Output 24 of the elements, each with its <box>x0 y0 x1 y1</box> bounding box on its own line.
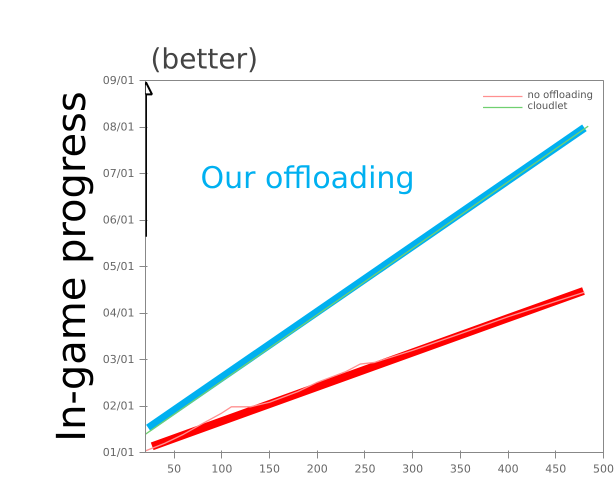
text: (better) <box>150 42 258 76</box>
text: 03/01 <box>102 353 135 366</box>
x-tick-label: 300 <box>402 462 424 476</box>
text: 04/01 <box>102 306 135 320</box>
text: 07/01 <box>102 167 135 180</box>
x-tick-label: 50 <box>167 462 182 476</box>
legend-label: no offloading <box>528 90 593 101</box>
text: 02/01 <box>102 400 135 412</box>
text: 09/01 <box>102 74 135 87</box>
x-tick-label: 150 <box>259 462 280 476</box>
x-tick-label: 450 <box>545 462 566 476</box>
x-tick-label: 250 <box>354 462 376 476</box>
x-tick-label: 200 <box>306 462 328 476</box>
y-axis-title: In-game progress <box>48 91 95 442</box>
x-tick-label: 500 <box>593 462 614 476</box>
x-tick-label: 350 <box>450 462 471 476</box>
text: 08/01 <box>102 120 135 134</box>
text: 06/01 <box>102 214 135 226</box>
legend-label: cloudlet <box>528 101 568 112</box>
x-tick-label: 100 <box>211 462 232 476</box>
annotation: Our offloading <box>200 160 414 196</box>
text: 05/01 <box>102 260 135 273</box>
text: 01/01 <box>102 446 135 459</box>
x-tick-label: 400 <box>498 462 519 476</box>
